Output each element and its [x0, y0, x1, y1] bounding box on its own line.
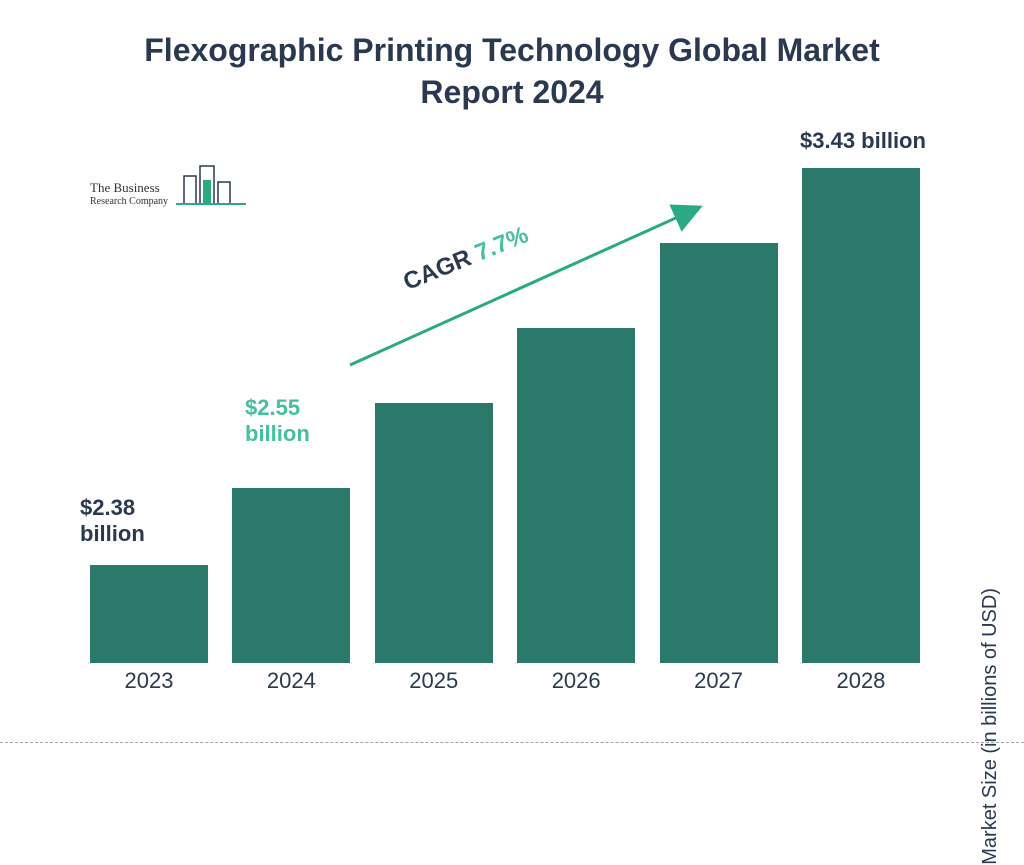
bar-2027: [660, 243, 778, 663]
y-axis-label: Market Size (in billions of USD): [979, 588, 1002, 865]
chart-title: Flexographic Printing Technology Global …: [122, 30, 902, 113]
bar-2024: [232, 488, 350, 663]
value-label-2028: $3.43 billion: [800, 128, 926, 154]
bar-2023: [90, 565, 208, 663]
xlabel-2028: 2028: [802, 668, 920, 698]
xlabel-2025: 2025: [375, 668, 493, 698]
xlabel-2027: 2027: [660, 668, 778, 698]
bar-2028: [802, 168, 920, 663]
bars-container: [90, 148, 920, 663]
bar-2025: [375, 403, 493, 663]
value-label-2023: $2.38 billion: [80, 495, 170, 548]
xlabel-2026: 2026: [517, 668, 635, 698]
xlabel-2023: 2023: [90, 668, 208, 698]
bar-2026: [517, 328, 635, 663]
bottom-divider: [0, 742, 1024, 743]
x-axis-labels: 2023 2024 2025 2026 2027 2028: [90, 668, 920, 698]
xlabel-2024: 2024: [232, 668, 350, 698]
value-label-2024: $2.55 billion: [245, 395, 335, 448]
